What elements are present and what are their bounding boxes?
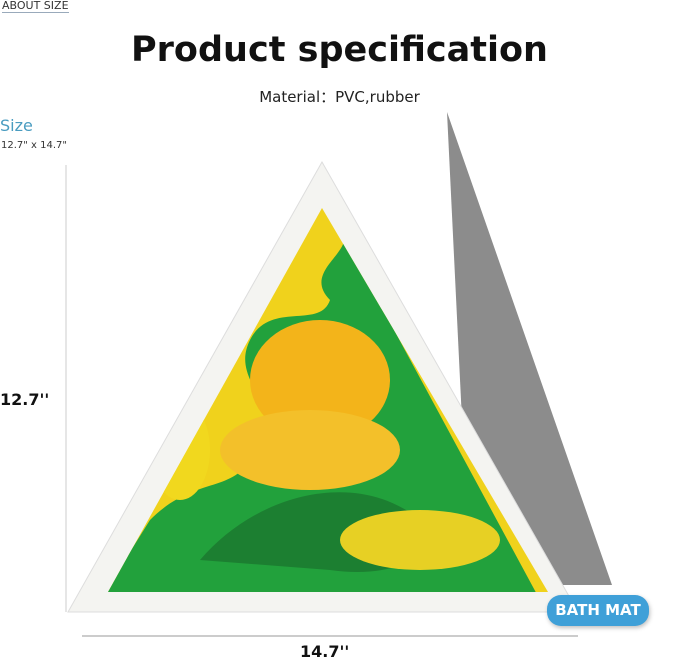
page-title: Product specification	[131, 30, 548, 70]
size-value: 12.7" x 14.7"	[1, 140, 68, 151]
about-size-link[interactable]: ABOUT SIZE	[2, 0, 69, 13]
size-label: Size	[0, 116, 33, 135]
width-label: 14.7''	[300, 642, 350, 661]
height-label: 12.7''	[0, 390, 50, 409]
material-text: Material：PVC,rubber	[259, 88, 420, 106]
bath-mat-badge: BATH MAT	[547, 595, 649, 626]
